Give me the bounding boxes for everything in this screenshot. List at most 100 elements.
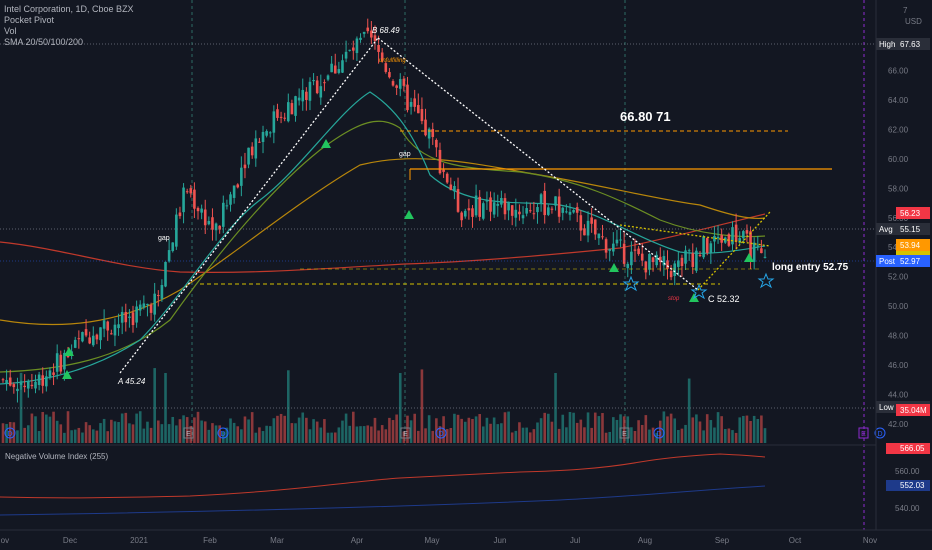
volume-bar bbox=[384, 429, 388, 443]
targets-annotation: 66.80 71 bbox=[620, 109, 671, 124]
candle-body bbox=[359, 37, 362, 40]
candle-body bbox=[225, 205, 229, 207]
y-tick-label: 42.00 bbox=[888, 420, 909, 429]
volume-bar bbox=[409, 420, 413, 443]
volume-bar bbox=[391, 420, 395, 443]
volume-bar bbox=[254, 432, 258, 443]
volume-bar bbox=[261, 431, 265, 443]
candle-body bbox=[377, 44, 380, 52]
candle-body bbox=[547, 207, 550, 215]
x-tick-label: Jul bbox=[570, 536, 580, 545]
volume-bar bbox=[417, 430, 420, 443]
candle-body bbox=[12, 384, 16, 388]
volume-bar bbox=[608, 431, 612, 443]
volume-bar bbox=[110, 419, 113, 443]
candle-body bbox=[648, 253, 651, 270]
candle-body bbox=[438, 149, 442, 174]
candle-body bbox=[474, 195, 478, 216]
candle-body bbox=[138, 304, 142, 311]
volume-bar bbox=[738, 417, 742, 443]
volume-bar bbox=[572, 412, 575, 443]
candle-body bbox=[319, 86, 323, 98]
candle-body bbox=[756, 245, 760, 247]
candle-body bbox=[489, 197, 492, 212]
volume-bar bbox=[731, 430, 734, 443]
svg-text:53.94: 53.94 bbox=[900, 241, 921, 250]
candle-body bbox=[370, 30, 373, 38]
volume-bar bbox=[449, 427, 453, 443]
candle-body bbox=[55, 353, 59, 372]
candle-body bbox=[8, 377, 12, 386]
volume-value-label: 35.04M bbox=[896, 404, 930, 416]
currency-label: USD bbox=[905, 17, 922, 26]
volume-bar bbox=[398, 373, 402, 443]
volume-bar bbox=[113, 421, 117, 443]
volume-bar bbox=[265, 425, 268, 443]
y-tick-label: 60.00 bbox=[888, 155, 909, 164]
long-entry-annotation: long entry 52.75 bbox=[772, 262, 849, 273]
y-tick-label: 48.00 bbox=[888, 332, 909, 341]
candle-body bbox=[391, 81, 395, 86]
volume-bar bbox=[52, 411, 55, 443]
candle-body bbox=[211, 217, 214, 230]
candle-body bbox=[395, 85, 398, 88]
volume-bar bbox=[37, 431, 41, 443]
svg-text:D: D bbox=[7, 431, 12, 438]
volume-bar bbox=[590, 427, 593, 443]
candle-body bbox=[167, 250, 171, 262]
volume-bar bbox=[138, 411, 142, 443]
volume-bar bbox=[532, 429, 536, 443]
y-tick-label: 58.00 bbox=[888, 184, 909, 193]
volume-bar bbox=[687, 378, 691, 443]
candle-body bbox=[261, 132, 265, 143]
abc-trendlines bbox=[119, 37, 771, 374]
candle-body bbox=[496, 203, 500, 206]
volume-bar bbox=[492, 417, 496, 443]
svg-text:Post: Post bbox=[879, 257, 896, 266]
volume-bar bbox=[518, 422, 521, 443]
volume-bar bbox=[666, 416, 669, 443]
volume-bar bbox=[236, 426, 240, 443]
candle-body bbox=[601, 236, 604, 238]
volume-bar bbox=[760, 415, 763, 443]
candle-body bbox=[279, 116, 283, 118]
point-c-label: C 52.32 bbox=[708, 294, 740, 304]
legend-vol[interactable]: Vol bbox=[4, 26, 17, 36]
candle-body bbox=[677, 260, 680, 267]
candle-body bbox=[731, 227, 734, 245]
volume-bar bbox=[720, 416, 723, 443]
candle-body bbox=[117, 324, 120, 329]
legend-symbol[interactable]: Intel Corporation, 1D, Cboe BZX bbox=[4, 4, 134, 14]
volume-bar bbox=[507, 411, 510, 443]
volume-bar bbox=[359, 426, 362, 443]
volume-bar bbox=[395, 414, 398, 443]
candle-body bbox=[175, 214, 178, 247]
volume-bar bbox=[727, 428, 731, 443]
candle-body bbox=[713, 235, 716, 242]
volume-bar bbox=[290, 423, 294, 443]
x-tick-label: Nov bbox=[0, 536, 9, 545]
volume-bar bbox=[702, 430, 705, 443]
candle-body bbox=[308, 81, 312, 101]
candle-body bbox=[153, 293, 156, 315]
volume-bar bbox=[583, 427, 586, 443]
candle-body bbox=[417, 105, 420, 114]
star-markers bbox=[622, 272, 775, 300]
legend-pocket-pivot[interactable]: Pocket Pivot bbox=[4, 15, 55, 25]
legend-sma[interactable]: SMA 20/50/100/200 bbox=[4, 37, 84, 47]
candle-body bbox=[81, 332, 84, 342]
candle-body bbox=[110, 333, 113, 335]
volume-bar bbox=[612, 417, 615, 443]
svg-text:67.63: 67.63 bbox=[900, 40, 921, 49]
nvi-tick-label: 540.00 bbox=[895, 504, 920, 513]
volume-bar bbox=[742, 415, 745, 443]
candle-body bbox=[214, 223, 218, 231]
price-axis-labels: High 67.63 56.23 Avg 55.15 53.94 Post 52.97 Low 3… bbox=[876, 38, 930, 491]
volume-bar bbox=[196, 411, 200, 443]
candle-body bbox=[525, 208, 528, 214]
volume-bar bbox=[752, 415, 756, 443]
volume-bar bbox=[648, 429, 651, 443]
volume-bar bbox=[640, 424, 644, 443]
volume-bar bbox=[471, 418, 474, 443]
